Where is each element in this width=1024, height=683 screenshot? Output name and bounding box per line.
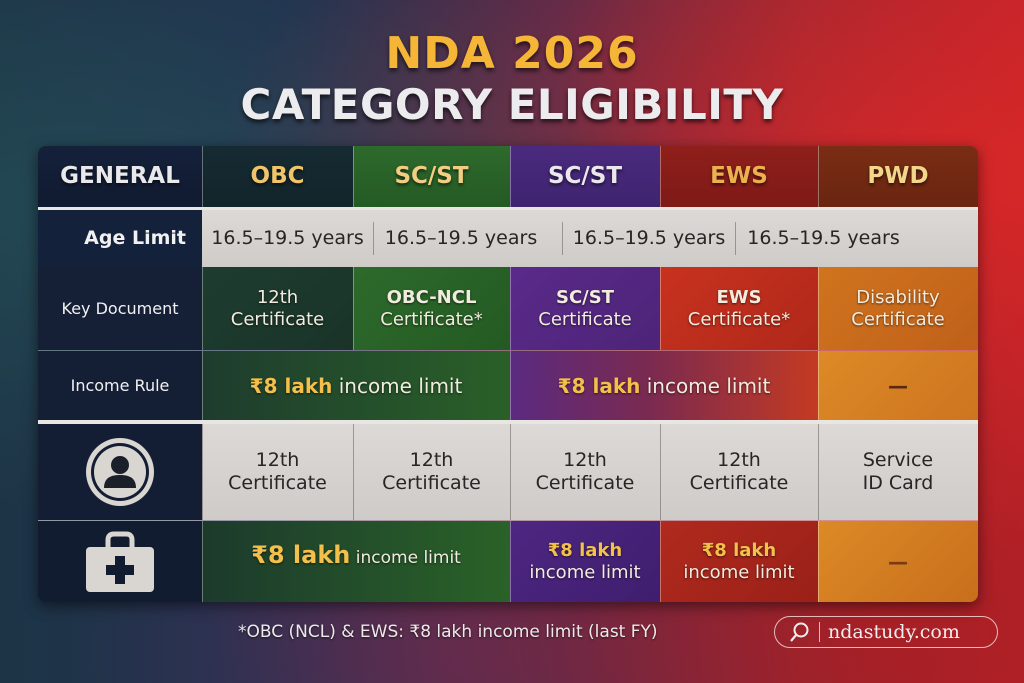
age-limit-value-2: 16.5–19.5 years (384, 227, 538, 250)
person-row-ews: 12th Certificate (689, 449, 789, 494)
header-scst-purple-label: SC/ST (547, 162, 623, 189)
search-icon (790, 622, 809, 642)
person-row-general: 12th Certificate (228, 449, 327, 494)
header-obc: OBC (202, 146, 353, 207)
medical-kit-icon (86, 531, 154, 592)
key-doc-scst: SC/ST Certificate (510, 267, 660, 350)
header-ews: EWS (660, 146, 818, 207)
person-row-pwd: Service ID Card (862, 449, 934, 494)
row-label-medical (38, 521, 202, 602)
medical-row-general-obc: ₹8 lakh income limit (202, 521, 510, 602)
header-ews-label: EWS (710, 162, 768, 189)
eligibility-table: GENERAL OBC SC/ST SC/ST EWS PWD Age Limi… (38, 146, 978, 602)
site-link[interactable]: ndastudy.com (774, 616, 998, 648)
title-nda-2026: NDA 2026 (385, 28, 639, 79)
medical-row-scst: ₹8 lakh income limit (510, 521, 660, 602)
header-obc-label: OBC (250, 162, 305, 189)
header-pwd-label: PWD (867, 162, 929, 189)
income-rule-pwd: — (818, 351, 978, 420)
header-scst-purple: SC/ST (510, 146, 660, 207)
age-limit-value-4: 16.5–19.5 years (747, 227, 900, 250)
row-label-key-document: Key Document (38, 267, 202, 350)
title-category-eligibility: CATEGORY ELIGIBILITY (240, 80, 784, 129)
age-limit-value-1: 16.5–19.5 years (211, 227, 364, 250)
footnote: *OBC (NCL) & EWS: ₹8 lakh income limit (… (238, 622, 658, 642)
key-doc-obc: OBC-NCL Certificate* (353, 267, 510, 350)
age-limit-band (202, 210, 978, 267)
header-general-label: GENERAL (60, 162, 180, 189)
person-row-scst: 12th Certificate (535, 449, 635, 494)
medical-row-pwd: — (818, 521, 978, 602)
key-doc-pwd: Disability Certificate (818, 267, 978, 350)
site-label: ndastudy.com (828, 621, 960, 643)
row-label-person (38, 424, 202, 520)
row-label-income-rule: Income Rule (38, 351, 202, 420)
header-scst-green: SC/ST (353, 146, 510, 207)
site-divider (819, 622, 820, 642)
income-rule-general-obc: ₹8 lakh income limit (202, 351, 510, 420)
key-doc-general: 12th Certificate (202, 267, 353, 350)
person-row-obc: 12th Certificate (382, 449, 481, 494)
person-icon (86, 438, 154, 506)
header-scst-green-label: SC/ST (394, 162, 469, 189)
age-limit-value-3: 16.5–19.5 years (572, 227, 726, 250)
medical-row-ews: ₹8 lakh income limit (660, 521, 818, 602)
header-general: GENERAL (38, 146, 202, 207)
income-rule-scst-ews: ₹8 lakh income limit (510, 351, 818, 420)
key-doc-ews: EWS Certificate* (660, 267, 818, 350)
header-pwd: PWD (818, 146, 978, 207)
row-label-age-limit: Age Limit (38, 210, 202, 267)
